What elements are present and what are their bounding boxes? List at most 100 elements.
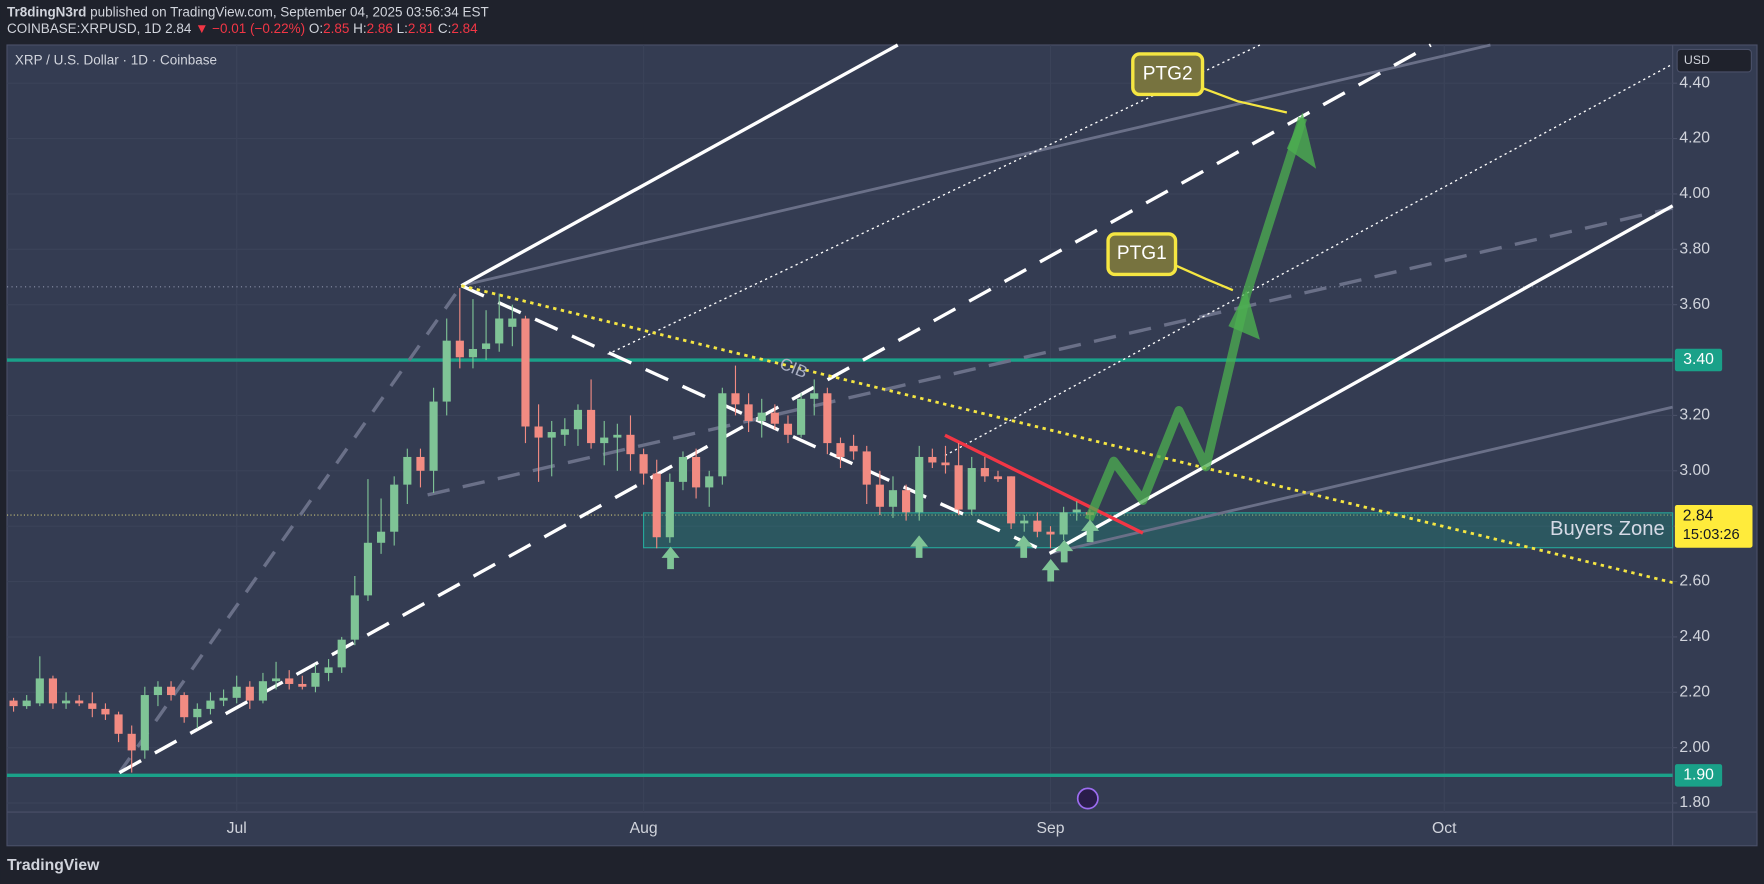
candle-body bbox=[390, 484, 399, 532]
ptg2-label: PTG2 bbox=[1143, 63, 1193, 84]
y-tick-label: 2.60 bbox=[1679, 573, 1710, 590]
yellow-trend bbox=[461, 284, 1673, 584]
candle-body bbox=[875, 484, 884, 507]
candle-body bbox=[941, 462, 950, 466]
candle-body bbox=[652, 473, 661, 538]
candle-body bbox=[521, 318, 530, 427]
level-label: 1.90 bbox=[1683, 766, 1714, 783]
candle-body bbox=[1007, 476, 1016, 524]
c-key: C: bbox=[438, 21, 451, 36]
callouts: PTG1 PTG2 CIB Buyers Zone bbox=[777, 52, 1665, 540]
candle-body bbox=[114, 714, 123, 734]
event-icon bbox=[1076, 787, 1099, 810]
header-line: Tr8dingN3rd published on TradingView.com… bbox=[7, 4, 489, 19]
level-label: 3.40 bbox=[1683, 351, 1714, 368]
zone-label: Buyers Zone bbox=[1550, 518, 1665, 540]
candle-body bbox=[403, 456, 412, 485]
candle-body bbox=[862, 451, 871, 485]
channel-line bbox=[1048, 204, 1674, 555]
candle-body bbox=[757, 412, 766, 421]
trend-line bbox=[118, 284, 463, 774]
candle-body bbox=[9, 700, 18, 707]
red-trend bbox=[944, 433, 1144, 535]
candle-body bbox=[442, 340, 451, 402]
candle-body bbox=[193, 708, 202, 718]
candle-body bbox=[258, 681, 268, 701]
candle-body bbox=[22, 700, 31, 707]
candle-body bbox=[75, 700, 84, 704]
candle-body bbox=[455, 340, 464, 358]
h-value: 2.86 bbox=[367, 21, 393, 36]
candle-body bbox=[613, 434, 622, 438]
candle-body bbox=[363, 542, 373, 596]
candle-body bbox=[718, 393, 727, 477]
y-tick-label: 4.40 bbox=[1679, 74, 1710, 91]
candle-body bbox=[967, 468, 976, 510]
candle-body bbox=[495, 318, 504, 344]
currency: USD bbox=[1684, 53, 1710, 67]
candle-body bbox=[508, 318, 517, 327]
candle-body bbox=[272, 678, 281, 682]
candle-body bbox=[140, 695, 149, 751]
y-tick-label: 3.60 bbox=[1679, 296, 1710, 313]
x-tick-label: Sep bbox=[1036, 820, 1064, 837]
callout-box bbox=[1131, 52, 1205, 97]
change: ▼ −0.01 (−0.22%) bbox=[195, 21, 305, 36]
candle-body bbox=[665, 481, 674, 538]
candle-body bbox=[954, 465, 963, 510]
candle-body bbox=[1046, 531, 1055, 535]
candle-body bbox=[849, 445, 858, 452]
last-price-tag bbox=[1674, 504, 1753, 548]
drawings bbox=[6, 43, 1674, 775]
candle-body bbox=[600, 437, 609, 444]
candle-body bbox=[573, 409, 583, 430]
candle-body bbox=[206, 700, 215, 709]
downtrend-line bbox=[460, 284, 1051, 555]
candle-body bbox=[902, 490, 911, 513]
candle-body bbox=[468, 348, 478, 358]
brand: TradingView bbox=[7, 857, 100, 874]
candle-body bbox=[88, 703, 97, 709]
candle-body bbox=[639, 454, 648, 474]
candle-body bbox=[836, 443, 845, 457]
candle-body bbox=[61, 700, 71, 704]
buyers-zone bbox=[643, 512, 1674, 549]
h-key: H: bbox=[353, 21, 367, 36]
last-price-label: 2.84 bbox=[1683, 507, 1714, 524]
candle-body bbox=[180, 695, 189, 718]
arrow-head bbox=[1228, 290, 1260, 340]
candle-body bbox=[285, 678, 294, 684]
candle-body bbox=[416, 456, 425, 471]
currency-box bbox=[1676, 48, 1752, 73]
author: Tr8dingN3rd bbox=[7, 4, 86, 19]
symbol: COINBASE:XRPUSD, 1D bbox=[7, 21, 162, 36]
candle-body bbox=[1072, 509, 1081, 513]
candle-body bbox=[337, 639, 346, 668]
candle-body bbox=[232, 686, 241, 698]
candle-body bbox=[915, 456, 924, 513]
candle-body bbox=[1020, 520, 1029, 524]
candles bbox=[9, 288, 1094, 773]
price: 2.84 bbox=[165, 21, 192, 36]
arrow-head bbox=[1286, 112, 1317, 169]
y-tick-label: 2.20 bbox=[1679, 683, 1710, 700]
o-value: 2.85 bbox=[323, 21, 349, 36]
y-tick-label: 1.80 bbox=[1679, 794, 1710, 811]
y-tick-label: 2.00 bbox=[1679, 739, 1710, 756]
trend-line bbox=[1049, 405, 1673, 555]
dotted-line bbox=[607, 44, 1261, 355]
l-key: L: bbox=[397, 21, 408, 36]
candle-body bbox=[678, 456, 688, 482]
candle-body bbox=[547, 432, 556, 438]
candle-body bbox=[888, 490, 898, 507]
countdown: 15:03:26 bbox=[1683, 527, 1740, 543]
candle-body bbox=[783, 423, 793, 435]
candle-body bbox=[219, 697, 228, 701]
y-tick-label: 3.80 bbox=[1679, 240, 1710, 257]
channel-line bbox=[460, 43, 899, 288]
candle-body bbox=[127, 733, 136, 751]
x-tick-label: Aug bbox=[630, 820, 658, 837]
candle-body bbox=[311, 672, 320, 687]
published: published on TradingView.com, September … bbox=[90, 4, 489, 19]
